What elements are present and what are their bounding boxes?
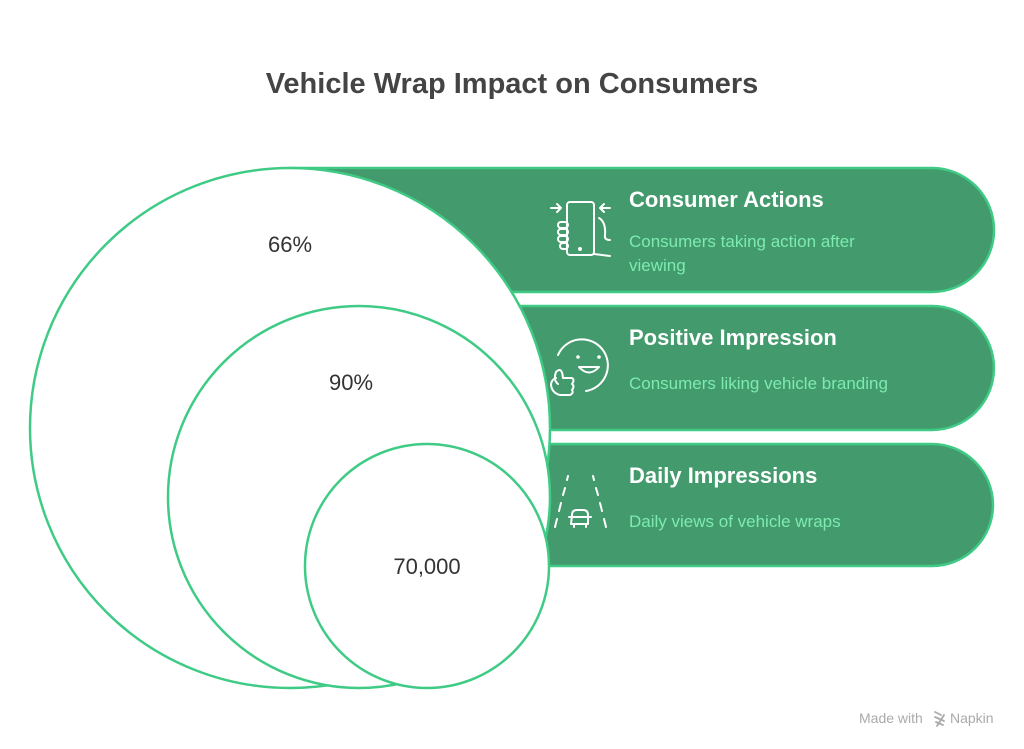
desc-daily-impressions: Daily views of vehicle wraps [629,512,841,531]
circle-daily-impressions [303,442,551,690]
value-positive-impression: 90% [329,370,373,395]
desc-positive-impression: Consumers liking vehicle branding [629,374,888,393]
heading-positive-impression: Positive Impression [629,325,837,350]
car-road-icon [554,475,607,528]
napkin-logo-icon [934,711,945,727]
footer-made-with: Made with [859,710,923,726]
desc-consumer-actions: Consumers taking action after [629,232,855,251]
footer-brand: Napkin [950,710,994,726]
value-daily-impressions: 70,000 [393,554,460,579]
heading-consumer-actions: Consumer Actions [629,187,824,212]
page-title: Vehicle Wrap Impact on Consumers [266,68,759,100]
banner-daily-impressions [425,442,995,568]
smiley-thumbs-up-icon [550,338,609,396]
value-consumer-actions: 66% [268,232,312,257]
desc-consumer-actions-line2: viewing [629,256,686,275]
phone-hand-icon [550,201,611,257]
heading-daily-impressions: Daily Impressions [629,463,817,488]
